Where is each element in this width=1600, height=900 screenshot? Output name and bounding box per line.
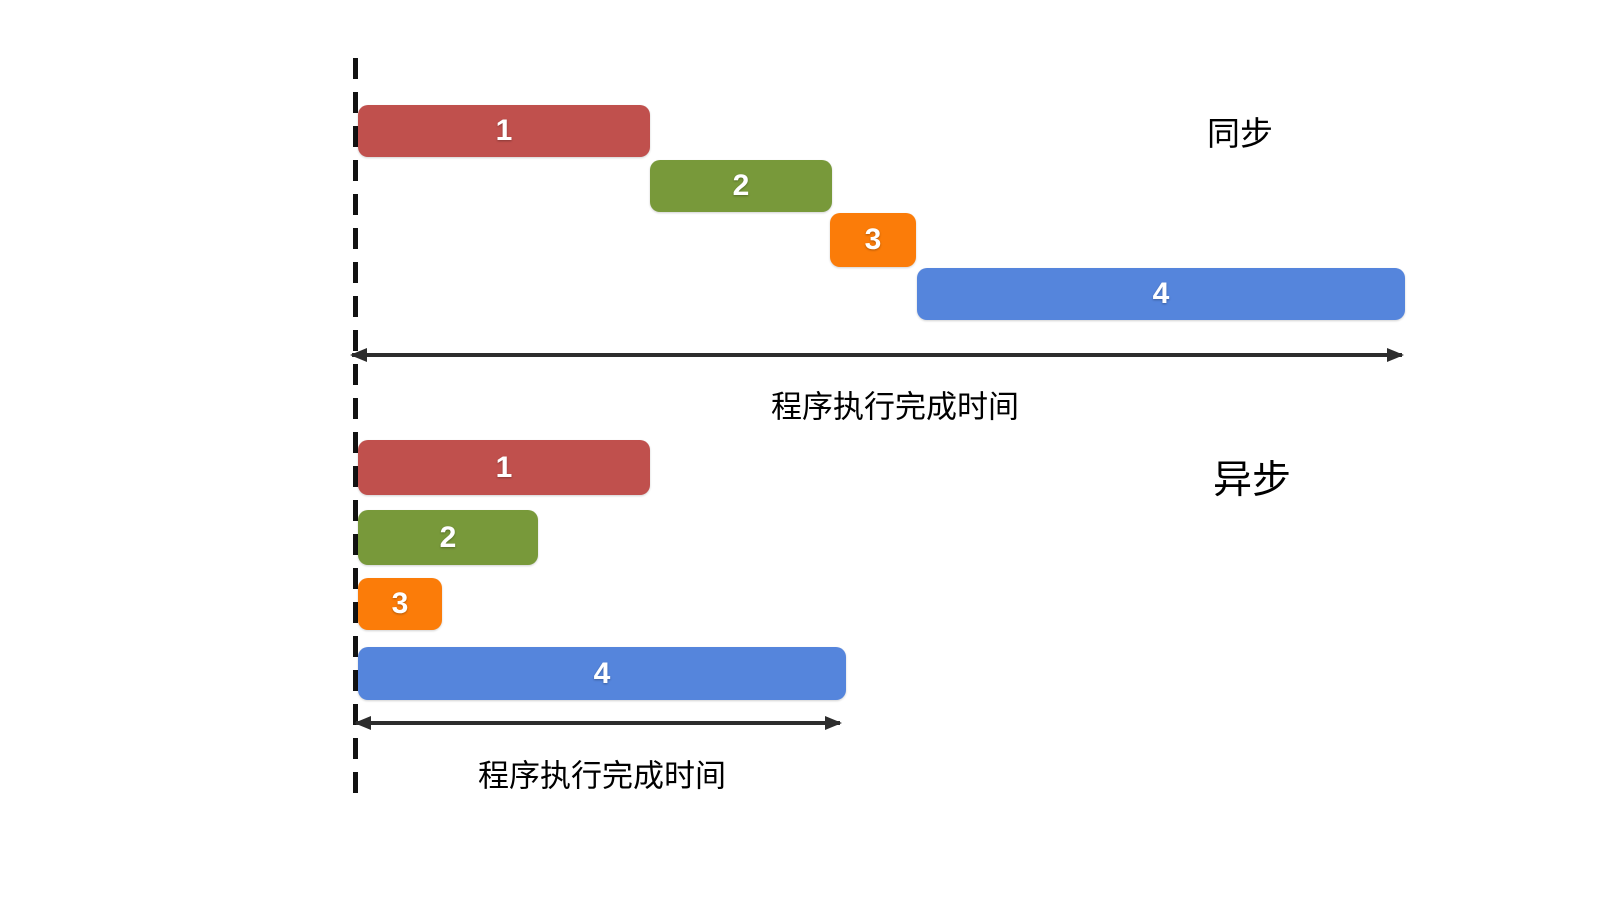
sync-section-title: 同步 (1207, 115, 1273, 152)
task-bar-label: 1 (495, 450, 513, 484)
task-bar-async-4: 4 (358, 647, 846, 700)
task-bar-label: 1 (495, 114, 513, 147)
sync-duration-label: 程序执行完成时间 (771, 389, 1019, 425)
task-bar-sync-2: 2 (650, 160, 832, 212)
task-bar-label: 4 (1152, 277, 1170, 310)
task-bar-sync-1: 1 (358, 105, 650, 157)
task-bar-async-3: 3 (358, 578, 442, 630)
task-bar-async-1: 1 (358, 440, 650, 495)
task-bar-label: 3 (391, 587, 409, 620)
duration-arrow-sync (352, 353, 1402, 357)
task-bar-label: 2 (732, 169, 750, 202)
async-section-title: 异步 (1212, 459, 1292, 502)
start-time-dashed-line (353, 58, 358, 800)
task-bar-label: 2 (439, 520, 457, 554)
task-bar-sync-3: 3 (830, 213, 916, 267)
async-duration-label: 程序执行完成时间 (478, 758, 726, 794)
task-bar-sync-4: 4 (917, 268, 1405, 320)
task-bar-label: 3 (864, 223, 882, 256)
duration-arrow-async (356, 721, 840, 725)
task-bar-async-2: 2 (358, 510, 538, 565)
task-bar-label: 4 (593, 656, 611, 690)
